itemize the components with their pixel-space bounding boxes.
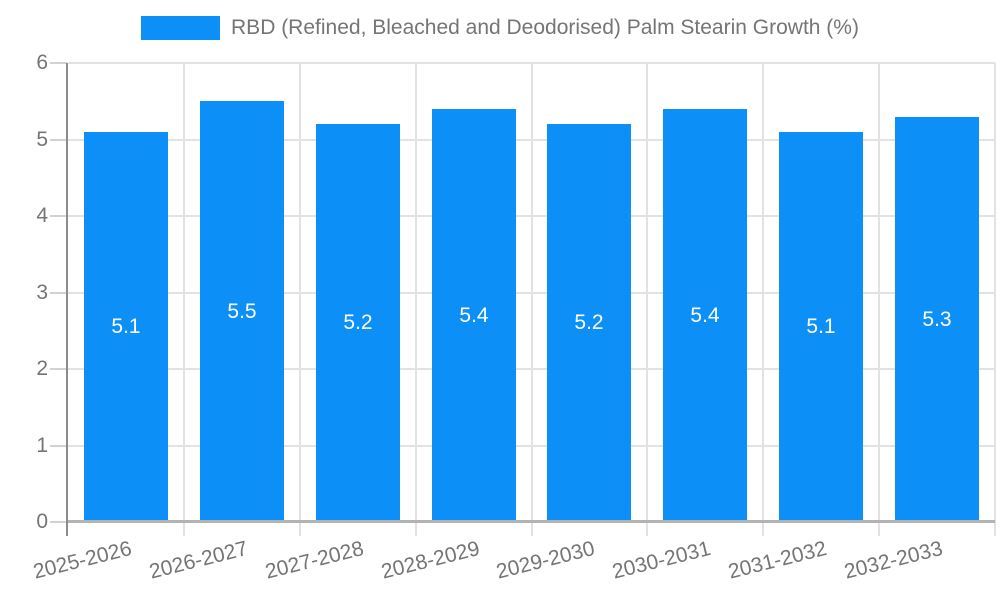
- bar[interactable]: 5.1: [84, 132, 168, 522]
- gridline-vertical: [299, 63, 301, 536]
- y-axis-label: 2: [36, 357, 48, 380]
- x-axis-label: 2031-2032: [725, 537, 829, 584]
- gridline-vertical: [531, 63, 533, 536]
- bar-value-label: 5.1: [806, 315, 836, 338]
- y-axis-tick: [50, 445, 67, 447]
- bar[interactable]: 5.2: [316, 124, 400, 522]
- y-axis-label: 6: [36, 51, 48, 74]
- legend: RBD (Refined, Bleached and Deodorised) P…: [0, 16, 1000, 40]
- gridline-vertical: [415, 63, 417, 536]
- gridline-vertical: [878, 63, 880, 536]
- bar[interactable]: 5.4: [432, 109, 516, 522]
- bar-value-label: 5.1: [111, 315, 141, 338]
- bar-value-label: 5.4: [459, 303, 489, 327]
- plot-area: 5.1 5.5 5.2 5.4 5.2 5.4 5.1 5.3: [68, 62, 996, 536]
- gridline-vertical: [994, 63, 996, 536]
- y-axis-label: 0: [36, 510, 48, 533]
- x-axis-label: 2026-2027: [146, 537, 250, 584]
- x-axis-label: 2027-2028: [262, 537, 366, 584]
- y-axis-label: 3: [36, 281, 48, 304]
- x-axis-label: 2029-2030: [493, 537, 597, 584]
- x-axis-line: [68, 520, 995, 523]
- y-axis-line: [66, 63, 68, 536]
- y-axis-label: 4: [36, 204, 48, 227]
- x-axis-label: 2025-2026: [30, 537, 134, 584]
- y-axis-tick: [50, 62, 67, 64]
- y-axis-label: 5: [36, 128, 48, 151]
- gridline-vertical: [646, 63, 648, 536]
- bar-value-label: 5.2: [574, 311, 604, 334]
- bar-value-label: 5.4: [690, 303, 720, 327]
- bar[interactable]: 5.1: [779, 132, 863, 522]
- legend-label: RBD (Refined, Bleached and Deodorised) P…: [231, 16, 859, 39]
- y-axis-tick: [50, 292, 67, 294]
- x-axis-label: 2028-2029: [378, 537, 482, 584]
- y-axis-tick: [50, 215, 67, 217]
- gridline-vertical: [183, 63, 185, 536]
- x-axis-label: 2030-2031: [609, 537, 713, 584]
- y-axis-tick: [50, 521, 67, 523]
- bar-value-label: 5.3: [922, 307, 952, 331]
- x-axis-label: 2032-2033: [841, 537, 945, 584]
- bar[interactable]: 5.3: [895, 117, 979, 522]
- bar[interactable]: 5.2: [547, 124, 631, 522]
- y-axis-tick: [50, 139, 67, 141]
- y-axis-tick: [50, 368, 67, 370]
- bar-value-label: 5.2: [343, 311, 373, 334]
- gridline-vertical: [762, 63, 764, 536]
- bar-value-label: 5.5: [227, 299, 257, 323]
- legend-swatch-icon: [141, 16, 221, 40]
- y-axis-label: 1: [36, 434, 48, 457]
- bar[interactable]: 5.5: [200, 101, 284, 522]
- legend-item[interactable]: RBD (Refined, Bleached and Deodorised) P…: [141, 16, 859, 40]
- bar[interactable]: 5.4: [663, 109, 747, 522]
